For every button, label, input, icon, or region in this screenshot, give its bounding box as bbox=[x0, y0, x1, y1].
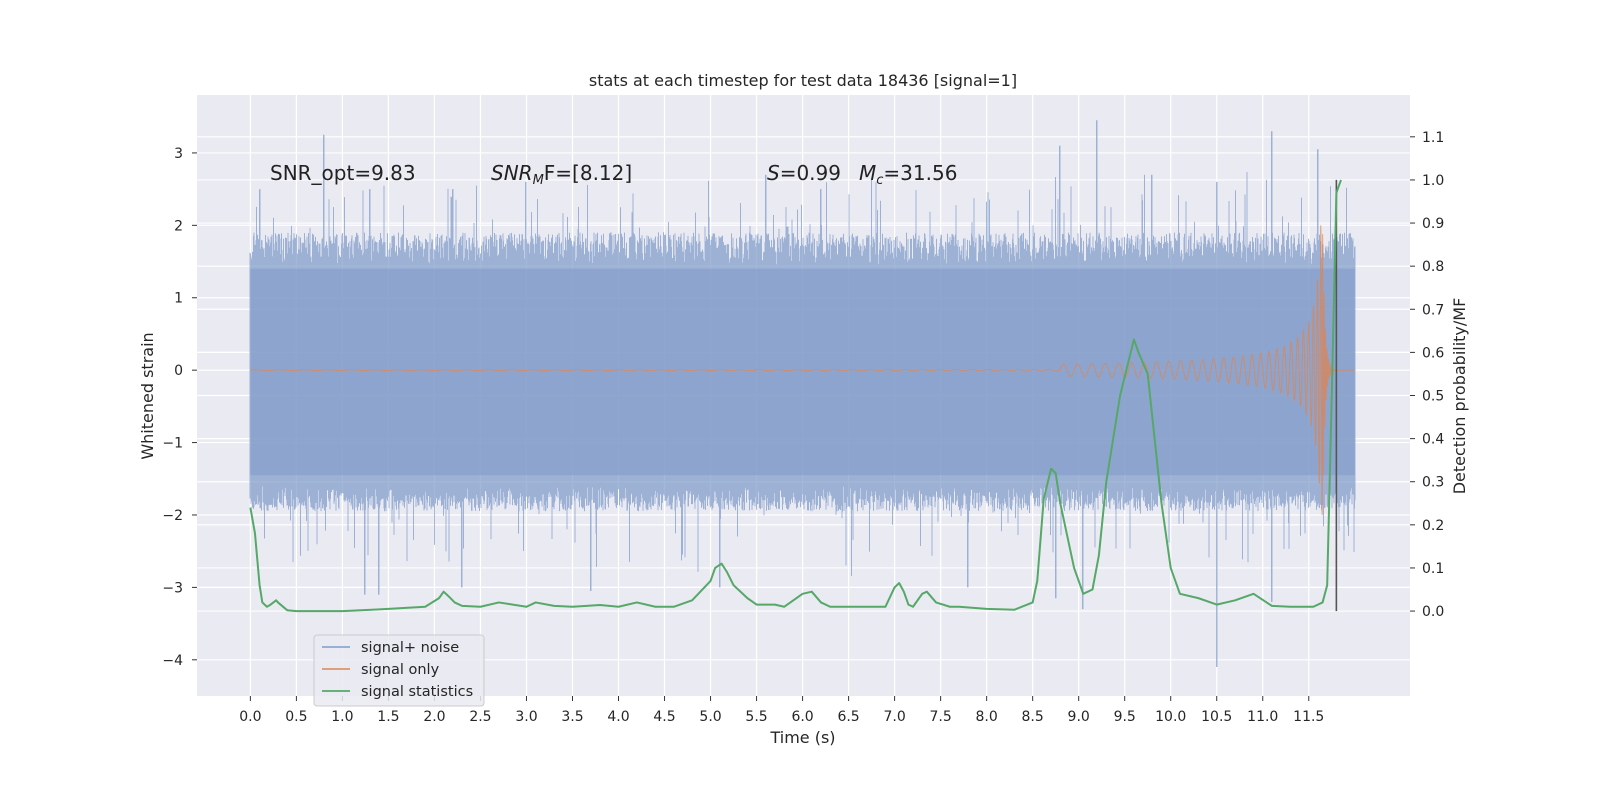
y-tick-label: 1 bbox=[174, 291, 183, 307]
s-annotation: S=0.99 bbox=[767, 161, 841, 185]
x-tick-label: 9.5 bbox=[1114, 709, 1136, 725]
right-y-tick-label: 0.1 bbox=[1422, 561, 1444, 577]
right-y-axis-ticks: 1.1 1.0 0.9 0.8 0.7 0.6 0.5 0.4 0.3 0.2 0.1 0.0 bbox=[1410, 130, 1444, 620]
x-axis-ticks: 0.0 0.5 1.0 1.5 2.0 2.5 3.0 3.5 4.0 4.5 5.0 5.5 6.0 6… bbox=[239, 696, 1324, 725]
y-tick-label: 3 bbox=[174, 146, 183, 162]
x-tick-label: 1.5 bbox=[377, 709, 399, 725]
right-y-tick-label: 0.7 bbox=[1422, 302, 1444, 318]
x-tick-label: 2.0 bbox=[423, 709, 445, 725]
x-tick-label: 10.0 bbox=[1155, 709, 1186, 725]
mc-value: =31.56 bbox=[883, 161, 957, 185]
x-tick-label: 1.0 bbox=[331, 709, 353, 725]
y-tick-label: −3 bbox=[162, 580, 183, 596]
right-y-tick-label: 0.6 bbox=[1422, 345, 1444, 361]
right-y-tick-label: 0.2 bbox=[1422, 518, 1444, 534]
x-tick-label: 3.5 bbox=[561, 709, 583, 725]
snr-mf-subscript: M bbox=[533, 173, 544, 188]
x-tick-label: 4.5 bbox=[653, 709, 675, 725]
noise-series-layer bbox=[249, 120, 1356, 667]
snr-mf-base: SNR bbox=[491, 161, 533, 185]
right-y-tick-label: 0.9 bbox=[1422, 216, 1444, 232]
legend-noise-label: signal+ noise bbox=[361, 640, 459, 656]
x-tick-label: 6.0 bbox=[791, 709, 813, 725]
x-tick-label: 0.5 bbox=[285, 709, 307, 725]
y-tick-label: −4 bbox=[162, 653, 183, 669]
mc-subscript: c bbox=[876, 173, 883, 188]
y-axis-label: Whitened strain bbox=[138, 332, 157, 459]
statistic-series-line bbox=[249, 179, 1342, 613]
right-y-tick-label: 1.1 bbox=[1422, 130, 1444, 146]
right-y-tick-label: 0.5 bbox=[1422, 389, 1444, 405]
legend-statistic-label: signal statistics bbox=[361, 684, 473, 700]
mc-annotation: Mc=31.56 bbox=[859, 161, 957, 188]
snr-mf-annotation: SNRMF=[8.12] bbox=[491, 161, 632, 188]
x-tick-label: 8.5 bbox=[1022, 709, 1044, 725]
signal-series-line bbox=[250, 225, 1355, 515]
chart-title: stats at each timestep for test data 184… bbox=[589, 71, 1017, 90]
y-tick-label: −2 bbox=[162, 508, 183, 524]
s-symbol: S bbox=[767, 161, 780, 185]
x-tick-label: 11.0 bbox=[1247, 709, 1278, 725]
x-tick-label: 6.5 bbox=[837, 709, 859, 725]
noise-series-band bbox=[250, 268, 1355, 476]
x-tick-label: 7.0 bbox=[883, 709, 905, 725]
snr-opt-annotation: SNR_opt=9.83 bbox=[270, 161, 416, 185]
x-tick-label: 3.0 bbox=[515, 709, 537, 725]
s-value: =0.99 bbox=[780, 161, 841, 185]
mc-symbol: M bbox=[859, 161, 876, 185]
x-axis-label: Time (s) bbox=[769, 728, 835, 747]
right-y-tick-label: 0.8 bbox=[1422, 259, 1444, 275]
statistic-series-layer bbox=[249, 179, 1342, 613]
x-tick-label: 9.0 bbox=[1068, 709, 1090, 725]
x-tick-label: 5.0 bbox=[699, 709, 721, 725]
right-y-tick-label: 0.3 bbox=[1422, 475, 1444, 491]
x-tick-label: 5.5 bbox=[745, 709, 767, 725]
x-tick-label: 7.5 bbox=[929, 709, 951, 725]
legend-signal-label: signal only bbox=[361, 662, 440, 678]
signal-series-layer bbox=[250, 225, 1355, 515]
x-tick-label: 0.0 bbox=[239, 709, 261, 725]
y-tick-label: −1 bbox=[162, 436, 183, 452]
x-tick-label: 4.0 bbox=[607, 709, 629, 725]
right-y-tick-label: 1.0 bbox=[1422, 173, 1444, 189]
legend-box bbox=[313, 634, 485, 707]
x-tick-label: 8.0 bbox=[976, 709, 998, 725]
snr-mf-tail: F=[8.12] bbox=[544, 161, 632, 185]
y-tick-label: 0 bbox=[174, 363, 183, 379]
y-tick-label: 2 bbox=[174, 218, 183, 234]
right-y-tick-label: 0.0 bbox=[1422, 604, 1444, 620]
y-axis-ticks: 3 2 1 0 −1 −2 −3 −4 bbox=[162, 146, 197, 669]
legend: signal+ noise signal only signal statist… bbox=[313, 634, 485, 707]
right-y-tick-label: 0.4 bbox=[1422, 432, 1444, 448]
x-tick-label: 2.5 bbox=[469, 709, 491, 725]
x-tick-label: 11.5 bbox=[1293, 709, 1324, 725]
right-y-axis-label: Detection probability/MF bbox=[1450, 298, 1469, 495]
x-tick-label: 10.5 bbox=[1201, 709, 1232, 725]
